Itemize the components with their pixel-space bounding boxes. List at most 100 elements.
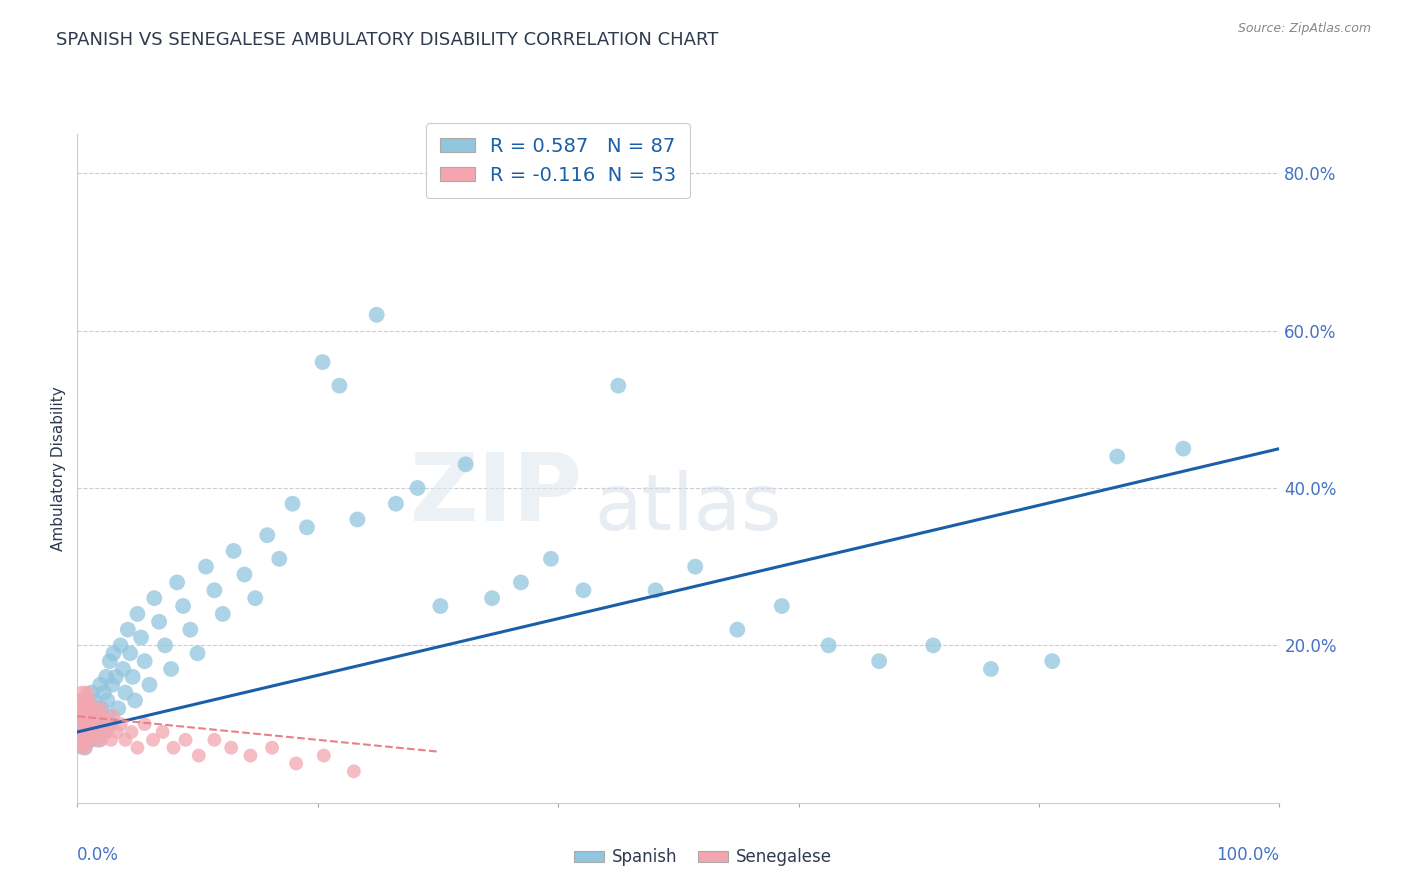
Point: [153, 639, 176, 653]
Point: [77, 701, 100, 715]
Point: [114, 732, 136, 747]
Point: [429, 599, 451, 613]
Point: [73, 693, 96, 707]
Point: [1173, 442, 1195, 456]
Point: [162, 740, 184, 755]
Point: [127, 607, 149, 621]
Point: [76, 725, 98, 739]
Point: [269, 551, 291, 566]
Point: [343, 764, 366, 779]
Point: [87, 709, 110, 723]
Point: [69, 717, 91, 731]
Point: [868, 654, 890, 668]
Point: [91, 717, 114, 731]
Point: [70, 740, 93, 755]
Point: [96, 670, 118, 684]
Point: [124, 693, 146, 707]
Point: [406, 481, 429, 495]
Point: [97, 709, 120, 723]
Point: [174, 732, 197, 747]
Text: SPANISH VS SENEGALESE AMBULATORY DISABILITY CORRELATION CHART: SPANISH VS SENEGALESE AMBULATORY DISABIL…: [56, 31, 718, 49]
Point: [186, 646, 209, 660]
Point: [79, 725, 101, 739]
Point: [110, 639, 132, 653]
Point: [70, 693, 93, 707]
Point: [644, 583, 666, 598]
Point: [540, 551, 562, 566]
Point: [103, 646, 125, 660]
Point: [80, 709, 103, 723]
Legend: R = 0.587   N = 87, R = -0.116  N = 53: R = 0.587 N = 87, R = -0.116 N = 53: [426, 123, 690, 198]
Text: atlas: atlas: [595, 470, 782, 547]
Point: [79, 717, 101, 731]
Point: [328, 378, 350, 392]
Point: [166, 575, 188, 590]
Point: [93, 709, 115, 723]
Point: [72, 701, 94, 715]
Point: [202, 583, 225, 598]
Point: [385, 497, 408, 511]
Point: [148, 615, 170, 629]
Point: [117, 623, 139, 637]
Point: [142, 732, 165, 747]
Text: 0.0%: 0.0%: [77, 847, 120, 864]
Point: [481, 591, 503, 606]
Point: [70, 725, 93, 739]
Point: [281, 497, 304, 511]
Point: [239, 748, 262, 763]
Point: [89, 701, 111, 715]
Text: Source: ZipAtlas.com: Source: ZipAtlas.com: [1237, 22, 1371, 36]
Point: [72, 701, 94, 715]
Point: [104, 670, 127, 684]
Point: [105, 725, 128, 739]
Point: [817, 639, 839, 653]
Point: [67, 701, 90, 715]
Point: [70, 709, 93, 723]
Point: [73, 709, 96, 723]
Point: [129, 631, 152, 645]
Point: [725, 623, 748, 637]
Point: [160, 662, 183, 676]
Point: [120, 646, 142, 660]
Point: [98, 654, 121, 668]
Point: [79, 732, 101, 747]
Point: [262, 740, 284, 755]
Point: [96, 693, 118, 707]
Point: [84, 732, 107, 747]
Point: [311, 355, 333, 369]
Point: [86, 717, 108, 731]
Point: [312, 748, 335, 763]
Point: [770, 599, 793, 613]
Point: [87, 732, 110, 747]
Point: [89, 678, 111, 692]
Point: [980, 662, 1002, 676]
Point: [70, 717, 93, 731]
Point: [103, 709, 125, 723]
Point: [82, 725, 104, 739]
Point: [70, 732, 93, 747]
Point: [114, 685, 136, 699]
Point: [366, 308, 388, 322]
Point: [79, 693, 101, 707]
Point: [233, 567, 256, 582]
Point: [69, 725, 91, 739]
Point: [222, 544, 245, 558]
Point: [194, 559, 217, 574]
Point: [172, 599, 194, 613]
Y-axis label: Ambulatory Disability: Ambulatory Disability: [51, 386, 66, 550]
Point: [97, 717, 120, 731]
Point: [683, 559, 706, 574]
Point: [83, 693, 105, 707]
Point: [77, 701, 100, 715]
Point: [138, 678, 160, 692]
Point: [76, 717, 98, 731]
Point: [75, 709, 97, 723]
Point: [285, 756, 308, 771]
Point: [572, 583, 595, 598]
Point: [922, 639, 945, 653]
Point: [87, 709, 110, 723]
Point: [84, 725, 107, 739]
Point: [82, 717, 104, 731]
Point: [211, 607, 233, 621]
Point: [1040, 654, 1063, 668]
